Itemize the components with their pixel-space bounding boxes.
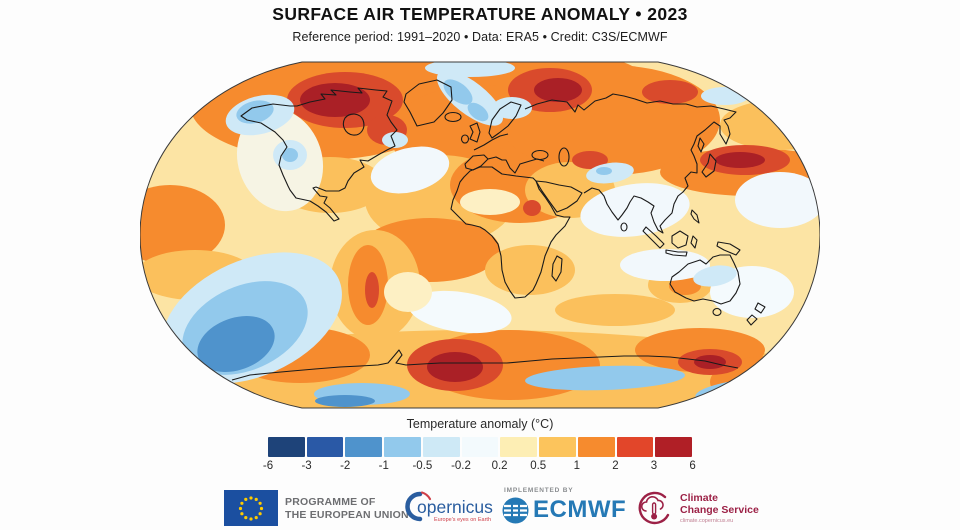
- coast-asia: [524, 93, 737, 234]
- copernicus-tagline: Europe's eyes on Earth: [434, 517, 491, 523]
- anomaly-field: [140, 62, 820, 408]
- coast-ireland: [460, 134, 470, 144]
- copernicus-wordmark: opernicus: [417, 497, 493, 517]
- tick-label: -1: [378, 460, 389, 472]
- c3s-name-line2: Change Service: [680, 504, 759, 516]
- tick-label: 2: [612, 460, 619, 472]
- colorbar-ticks: -6 -3 -2 -1 -0.5 -0.2 0.2 0.5 1 2 3 6: [263, 460, 696, 475]
- eu-flag-logo: [224, 490, 278, 526]
- eu-programme-line1: PROGRAMME OF: [285, 496, 376, 508]
- colorbar-swatch: [306, 437, 344, 457]
- coastlines: [231, 79, 766, 381]
- tick-label: 1: [573, 460, 580, 472]
- tick-label: -0.2: [451, 460, 471, 472]
- coast-java: [665, 249, 688, 257]
- tick-label: 0.5: [530, 460, 547, 472]
- coast-greenland: [403, 79, 453, 127]
- page-subtitle: Reference period: 1991–2020 • Data: ERA5…: [292, 30, 668, 44]
- colorbar-swatch: [345, 437, 383, 457]
- coast-japan: [701, 153, 717, 178]
- colorbar-label: Temperature anomaly (°C): [406, 417, 554, 431]
- projection-outline: [139, 61, 821, 409]
- coast-sulawesi: [690, 235, 698, 249]
- colorbar: [268, 437, 693, 457]
- c3s-climate-icon: [638, 491, 670, 525]
- coast-borneo: [671, 230, 689, 249]
- coast-antarctica: [231, 349, 739, 381]
- colorbar-swatch: [500, 437, 538, 457]
- logo-footer: PROGRAMME OF THE EUROPEAN UNION opernicu…: [0, 486, 960, 530]
- eu-stars-icon: [238, 496, 264, 521]
- tick-label: 6: [689, 460, 696, 472]
- coast-arabia: [535, 180, 583, 213]
- ecmwf-logo: IMPLEMENTED BY ECMWF: [502, 487, 626, 524]
- coast-new-guinea: [716, 241, 741, 256]
- colorbar-swatch: [577, 437, 615, 457]
- coast-hudson-bay: [342, 113, 365, 136]
- eu-programme-line2: THE EUROPEAN UNION: [285, 509, 409, 521]
- colorbar-swatch: [384, 437, 421, 457]
- c3s-url: climate.copernicus.eu: [680, 518, 734, 524]
- coast-mediterranean-north: [487, 156, 545, 174]
- colorbar-swatch: [461, 437, 499, 457]
- coast-uk: [469, 122, 481, 143]
- colorbar-swatch: [616, 437, 654, 457]
- coast-iceland: [444, 111, 462, 123]
- tick-label: -3: [301, 460, 312, 472]
- coast-sri-lanka: [620, 222, 628, 232]
- ecmwf-implemented-by: IMPLEMENTED BY: [504, 487, 574, 494]
- coast-caspian-sea: [558, 147, 570, 167]
- coast-north-america: [240, 87, 398, 222]
- coast-black-sea: [531, 149, 549, 161]
- copernicus-c-icon: [405, 491, 423, 522]
- coast-europe: [473, 133, 509, 151]
- copernicus-logo: opernicus Europe's eyes on Earth: [405, 491, 493, 523]
- page-title: SURFACE AIR TEMPERATURE ANOMALY • 2023: [272, 4, 688, 24]
- tick-label: -0.5: [412, 460, 433, 472]
- tick-label: 3: [650, 460, 658, 472]
- tick-label: 0.2: [491, 460, 508, 472]
- c3s-name-line1: Climate: [680, 492, 718, 504]
- robinson-map-svg: [139, 61, 821, 409]
- coast-madagascar: [551, 255, 563, 282]
- coast-scandinavia: [488, 101, 522, 139]
- coast-new-zealand: [746, 302, 766, 326]
- eu-programme-text: PROGRAMME OF THE EUROPEAN UNION: [285, 496, 409, 522]
- tick-label: -6: [262, 460, 274, 472]
- coast-sumatra: [642, 226, 665, 249]
- coast-sakhalin: [697, 137, 705, 153]
- ecmwf-wordmark: ECMWF: [533, 496, 627, 523]
- colorbar-swatch: [655, 437, 693, 457]
- colorbar-swatch: [268, 437, 305, 457]
- c3s-logo: Climate Change Service climate.copernicu…: [634, 488, 759, 528]
- tick-label: -2: [340, 460, 351, 472]
- coast-australia: [669, 254, 741, 305]
- ecmwf-globe-icon: [502, 497, 529, 523]
- world-anomaly-map: [139, 60, 821, 410]
- copernicus-red-arc-icon: [420, 491, 432, 501]
- coast-tasmania: [712, 307, 722, 317]
- colorbar-swatch: [539, 437, 576, 457]
- colorbar-swatch: [422, 437, 460, 457]
- coast-iberia: [464, 154, 489, 171]
- coast-philippines: [690, 209, 700, 224]
